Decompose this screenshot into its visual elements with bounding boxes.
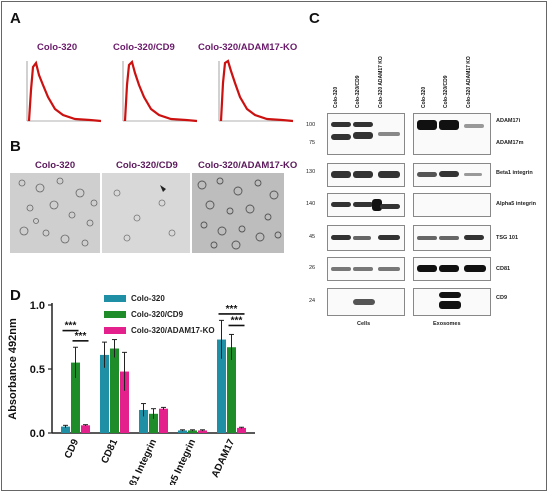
lane-label-cells-2: Colo-320/CD9 [355, 75, 361, 108]
bar [237, 427, 246, 433]
blot-cells-cd9 [327, 288, 405, 316]
x-tick-label: β1 Integrin [128, 438, 160, 485]
bar [81, 425, 90, 433]
blot-exo-adam17 [413, 113, 491, 155]
group-label-cells: Cells [357, 321, 371, 327]
bar [120, 371, 129, 433]
blot-exo-beta1 [413, 163, 491, 187]
y-axis-title: Absorbance 492nm [7, 318, 19, 420]
legend-swatch-3 [104, 327, 126, 334]
legend-label-2: Colo-320/CD9 [131, 310, 184, 319]
x-tick-label: CD9 [63, 437, 82, 460]
blot-label-beta1: Beta1 integrin [496, 170, 533, 176]
panel-c-letter: C [309, 10, 320, 27]
bar [198, 430, 207, 433]
bar [110, 348, 119, 433]
significance-label: *** [65, 321, 77, 332]
significance-label: *** [231, 315, 243, 326]
blot-exo-tsg101 [413, 225, 491, 251]
significance-label: *** [226, 304, 238, 315]
mw-24: 24 [309, 298, 316, 304]
blot-cells-alpha5 [327, 193, 405, 217]
blot-exo-alpha5 [413, 193, 491, 217]
mw-140: 140 [306, 201, 316, 207]
blot-label-adam17i: ADAM17i [496, 118, 521, 124]
bar [61, 426, 70, 433]
blot-label-alpha5: Alpha5 integrin [496, 201, 537, 207]
mw-45: 45 [309, 234, 316, 240]
significance-label: *** [75, 331, 87, 342]
blot-label-cd81: CD81 [496, 266, 511, 272]
nta-title-3: Colo-320/ADAM17-KO [198, 42, 298, 53]
x-tick-label: α5 Integrin [167, 438, 199, 485]
tem-title-3: Colo-320/ADAM17-KO [198, 160, 298, 171]
bar [149, 413, 158, 433]
bar [178, 430, 187, 433]
legend-label-3: Colo-320/ADAM17-KO [131, 326, 215, 335]
y-tick-label: 0.5 [30, 364, 45, 376]
nta-plot-2 [122, 59, 198, 123]
legend-swatch-2 [104, 311, 126, 318]
tem-title-2: Colo-320/CD9 [116, 160, 178, 171]
bar-chart: 0.0 0.5 1.0 Absorbance 492nm CD9 CD81 β1 Integ… [7, 300, 255, 485]
blot-cells-cd81 [327, 257, 405, 281]
bar [188, 430, 197, 433]
bar [217, 339, 226, 433]
nta-title-1: Colo-320 [37, 42, 78, 53]
mw-75: 75 [309, 140, 316, 146]
nta-plot-3 [218, 59, 294, 123]
blot-cells-tsg101 [327, 225, 405, 251]
bar [100, 354, 109, 433]
y-tick-label: 0.0 [30, 428, 45, 440]
tem-title-1: Colo-320 [35, 160, 76, 171]
blot-exo-cd81 [413, 257, 491, 281]
mw-26: 26 [309, 265, 316, 271]
lane-label-cells-1: Colo-320 [333, 86, 339, 108]
bar [159, 408, 168, 433]
tem-image-3 [192, 173, 284, 253]
blot-exo-cd9 [413, 288, 491, 316]
panel-d-letter: D [10, 287, 21, 304]
mw-130: 130 [306, 169, 316, 175]
tem-image-2 [102, 173, 190, 253]
lane-label-exo-2: Colo-320/CD9 [443, 75, 449, 108]
y-tick-label: 1.0 [30, 300, 45, 312]
x-tick-label: ADAM17 [210, 437, 238, 479]
lane-label-exo-1: Colo-320 [421, 86, 427, 108]
bar [139, 409, 148, 433]
blot-label-adam17m: ADAM17m [496, 140, 524, 146]
blot-label-cd9: CD9 [496, 295, 508, 301]
blot-cells-beta1 [327, 163, 405, 187]
tem-image-1 [10, 173, 100, 253]
x-tick-label: CD81 [99, 437, 120, 465]
group-label-exosomes: Exosomes [433, 321, 461, 327]
bar [227, 347, 236, 433]
blot-cells-adam17 [327, 113, 405, 155]
panel-a-letter: A [10, 10, 21, 27]
lane-label-exo-3: Colo-320 ADAM17 KO [466, 56, 472, 108]
lane-label-cells-3: Colo-320 ADAM17 KO [378, 56, 384, 108]
legend-swatch-1 [104, 295, 126, 302]
nta-plots [26, 59, 294, 123]
blot-label-tsg101: TSG 101 [496, 235, 519, 241]
mw-100: 100 [306, 122, 316, 128]
legend-label-1: Colo-320 [131, 294, 165, 303]
panel-b-letter: B [10, 138, 21, 155]
bar [71, 362, 80, 433]
nta-title-2: Colo-320/CD9 [113, 42, 175, 53]
nta-plot-1 [26, 60, 102, 123]
